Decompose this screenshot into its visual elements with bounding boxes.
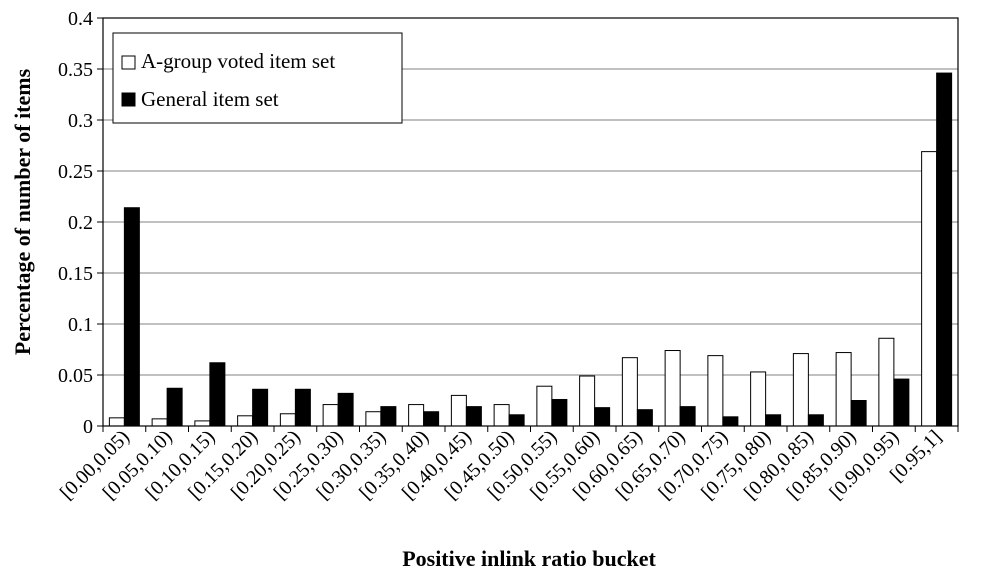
axes (97, 17, 959, 432)
bar-a-group-17 (835, 352, 852, 427)
y-axis-title: Percentage of number of items (10, 68, 35, 355)
x-axis-title: Positive inlink ratio bucket (402, 546, 656, 571)
bar-general-10 (551, 398, 568, 427)
bar-a-group-18 (878, 337, 895, 427)
bar-general-3 (252, 388, 269, 427)
bar-general-17 (850, 400, 867, 427)
bar-a-group-13 (664, 350, 681, 427)
bar-general-4 (294, 388, 311, 427)
legend-label-general: General item set (141, 87, 279, 111)
y-tick-label-1: 0.05 (58, 365, 93, 387)
bar-a-group-15 (750, 371, 767, 427)
bar-general-5 (337, 392, 354, 427)
bar-general-2 (209, 362, 226, 427)
bar-a-group-19 (921, 151, 938, 427)
bar-general-14 (722, 416, 739, 427)
bar-general-6 (380, 406, 397, 427)
bar-general-16 (807, 414, 824, 427)
legend: A-group voted item set General item set (112, 32, 403, 124)
legend-label-a-group: A-group voted item set (141, 49, 335, 73)
bar-a-group-12 (621, 357, 638, 427)
bar-a-group-14 (707, 355, 724, 427)
bar-a-group-4 (279, 413, 296, 427)
bar-a-group-16 (792, 353, 809, 427)
bar-general-12 (636, 409, 653, 427)
bar-a-group-3 (237, 415, 254, 427)
bar-a-group-7 (408, 404, 425, 427)
bar-general-15 (765, 414, 782, 427)
y-tick-label-0: 0 (83, 416, 93, 438)
bar-a-group-2 (194, 420, 211, 427)
bar-general-8 (465, 406, 482, 427)
y-tick-label-6: 0.3 (68, 110, 93, 132)
bar-a-group-8 (450, 394, 467, 427)
bar-a-group-5 (322, 404, 339, 427)
bar-a-group-0 (108, 417, 125, 427)
bar-general-1 (166, 387, 183, 427)
bar-a-group-9 (493, 404, 510, 427)
legend-swatch-a-group (121, 55, 136, 70)
y-tick-labels: 0 0.05 0.1 0.15 0.2 0.25 0.3 0.35 0.4 (58, 8, 93, 438)
bar-a-group-10 (536, 385, 553, 427)
y-tick-label-8: 0.4 (68, 8, 93, 30)
bar-general-9 (508, 414, 525, 427)
bar-general-0 (123, 207, 140, 427)
y-tick-label-7: 0.35 (58, 59, 93, 81)
y-tick-label-4: 0.2 (68, 212, 93, 234)
bar-a-group-6 (365, 411, 382, 427)
bar-general-11 (594, 407, 611, 427)
bars (108, 72, 953, 427)
y-tick-label-2: 0.1 (68, 314, 93, 336)
bar-a-group-11 (579, 375, 596, 427)
legend-box (112, 32, 403, 124)
y-tick-label-5: 0.25 (58, 161, 93, 183)
bar-general-7 (423, 411, 440, 427)
bar-a-group-1 (151, 418, 168, 427)
bar-general-19 (936, 72, 953, 427)
y-tick-label-3: 0.15 (58, 263, 93, 285)
legend-swatch-general (121, 92, 136, 107)
bar-general-13 (679, 406, 696, 427)
bar-general-18 (893, 378, 910, 427)
x-tick-labels: [0.00,0.05)[0.05,0.10)[0.10,0.15)[0.15,0… (56, 426, 946, 504)
